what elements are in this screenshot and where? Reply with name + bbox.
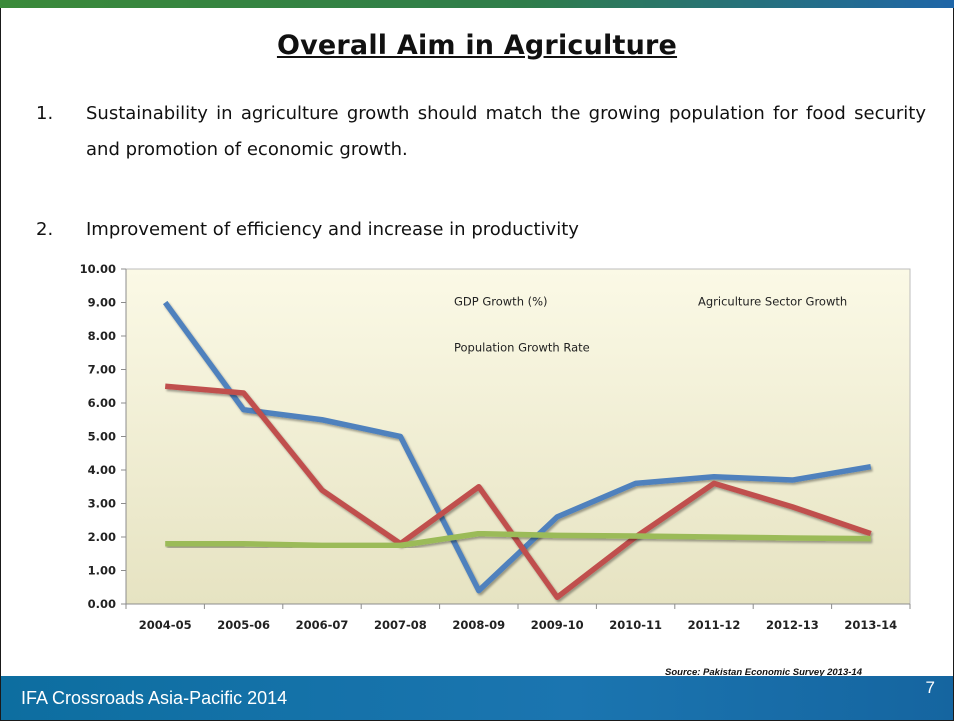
legend-label: Agriculture Sector Growth	[698, 295, 847, 309]
footer-conference-name: IFA Crossroads Asia-Pacific 2014	[21, 688, 288, 708]
y-tick-label: 10.00	[80, 262, 116, 276]
x-tick-label: 2010-11	[609, 618, 662, 632]
x-tick-label: 2011-12	[688, 618, 741, 632]
bullet-text: Improvement of efficiency and increase i…	[86, 219, 579, 240]
bullet-point-1: 1. Sustainability in agriculture growth …	[36, 96, 926, 168]
y-tick-label: 3.00	[88, 497, 116, 511]
bullet-text: Sustainability in agriculture growth sho…	[86, 103, 926, 160]
series-line-agriculture-growth	[164, 383, 872, 601]
y-tick-label: 5.00	[88, 430, 116, 444]
x-tick-label: 2006-07	[296, 618, 349, 632]
footer-bar: IFA Crossroads Asia-Pacific 2014 7	[1, 676, 953, 720]
y-tick-label: 0.00	[88, 597, 116, 611]
legend-label: Population Growth Rate	[454, 341, 590, 355]
y-tick-label: 8.00	[88, 329, 116, 343]
growth-line-chart: 0.00 1.00 2.00 3.00 4.00 5.00 6.00 7.00 8.00 9.00…	[80, 262, 911, 632]
x-tick-label: 2008-09	[452, 618, 505, 632]
bullet-point-2: 2. Improvement of efficiency and increas…	[36, 212, 926, 248]
slide-title: Overall Aim in Agriculture	[276, 30, 678, 61]
y-tick-label: 7.00	[88, 363, 116, 377]
y-tick-label: 4.00	[88, 463, 116, 477]
series-line-gdp-growth	[162, 300, 872, 594]
source-note: Source: Pakistan Economic Survey 2013-14	[665, 667, 862, 678]
bullet-number: 2.	[36, 219, 54, 240]
bullet-number: 1.	[36, 103, 54, 124]
x-tick-label: 2009-10	[531, 618, 584, 632]
page-number: 7	[925, 678, 935, 697]
y-tick-label: 1.00	[88, 564, 116, 578]
y-tick-label: 2.00	[88, 530, 116, 544]
x-tick-label: 2012-13	[766, 618, 819, 632]
x-tick-label: 2005-06	[217, 618, 270, 632]
x-tick-label: 2013-14	[844, 618, 897, 632]
x-tick-label: 2007-08	[374, 618, 427, 632]
y-tick-label: 6.00	[88, 396, 116, 410]
legend-label: GDP Growth (%)	[454, 295, 548, 309]
x-tick-label: 2004-05	[139, 618, 192, 632]
plot-area	[125, 268, 911, 605]
top-accent-bar	[0, 0, 954, 8]
series-line-population-growth	[165, 530, 871, 549]
y-tick-label: 9.00	[88, 296, 116, 310]
